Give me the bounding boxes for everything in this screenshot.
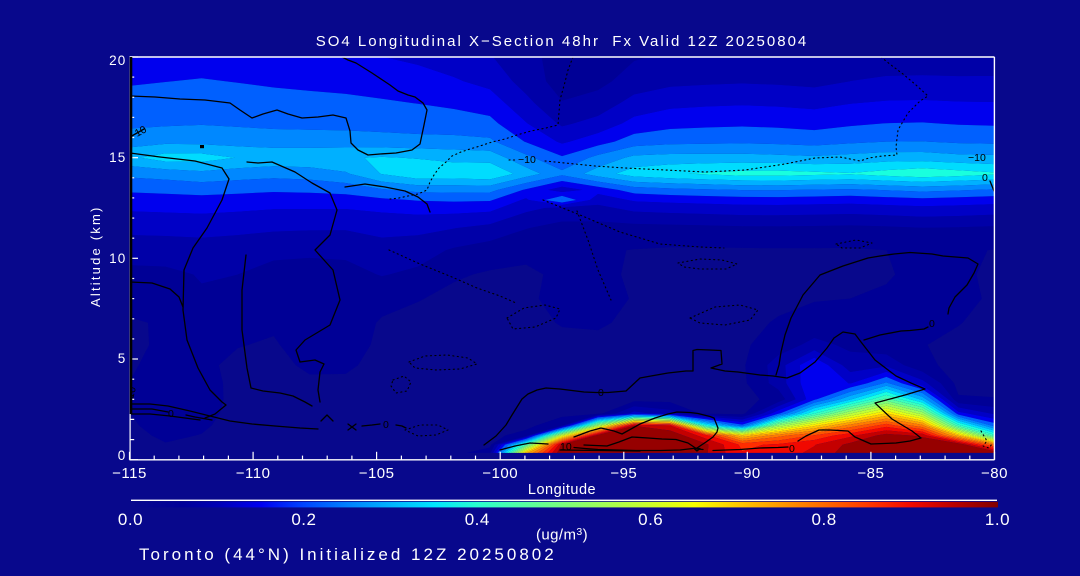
svg-text:0: 0 [598,387,604,399]
svg-text:10: 10 [133,123,149,139]
svg-text:0: 0 [982,172,988,184]
svg-text:0: 0 [383,419,389,431]
svg-text:10: 10 [124,385,139,400]
svg-text:0: 0 [789,443,795,455]
svg-text:0: 0 [929,318,935,330]
svg-text:0: 0 [168,408,174,420]
svg-text:−10: −10 [968,152,986,164]
svg-text:−10: −10 [518,154,536,166]
svg-text:10: 10 [560,441,572,453]
